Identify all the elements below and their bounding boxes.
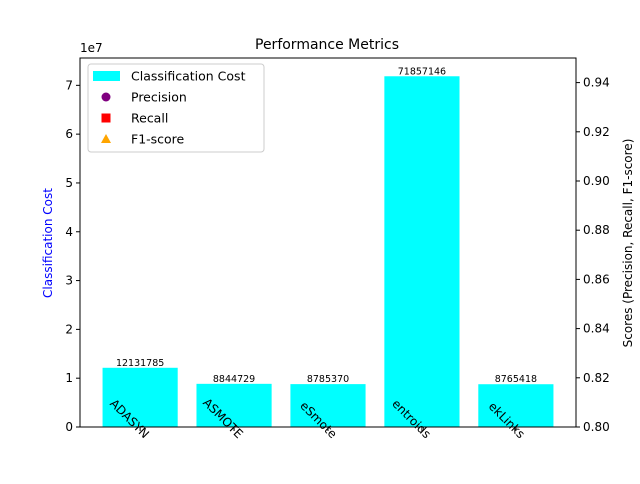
bars-layer xyxy=(102,76,554,428)
plot-frame xyxy=(79,57,577,428)
y-left-tick-label: 0 xyxy=(65,420,73,434)
y-left-ticks: 0 1 2 3 4 5 6 7 xyxy=(65,78,80,434)
y-right-tick-label: 0.90 xyxy=(583,174,610,188)
y-left-tick-label: 4 xyxy=(65,225,73,239)
y-right-tick-label: 0.88 xyxy=(583,223,610,237)
y-left-axis-label: Classification Cost xyxy=(41,188,55,298)
y-left-tick-label: 6 xyxy=(65,127,73,141)
legend-marker-triangle xyxy=(101,134,111,143)
y-left-tick-label: 7 xyxy=(65,78,73,92)
bar-value-label-4: 8765418 xyxy=(495,374,537,385)
y-right-tick-label: 0.94 xyxy=(583,76,610,90)
bar-1 xyxy=(196,383,272,427)
legend-entry-label: F1-score xyxy=(131,132,185,147)
bar-value-label-2: 8785370 xyxy=(307,374,349,385)
bar-2 xyxy=(290,384,366,427)
y-right-tick-label: 0.86 xyxy=(583,272,610,286)
bar-0 xyxy=(102,367,178,427)
legend-entry-label: Classification Cost xyxy=(131,69,246,84)
legend-entry-label: Recall xyxy=(131,111,168,126)
bar-labels-layer: 12131785 8844729 8785370 71857146 8765418 xyxy=(116,66,537,385)
y-left-tick-label: 1 xyxy=(65,371,73,385)
y-right-tick-label: 0.80 xyxy=(583,420,610,434)
chart-title: Performance Metrics xyxy=(255,37,399,53)
legend-box xyxy=(87,63,265,153)
y-right-tick-label: 0.92 xyxy=(583,125,610,139)
y-left-scale-note: 1e7 xyxy=(80,41,103,55)
bar-3 xyxy=(384,76,460,428)
legend-marker-square xyxy=(101,113,111,123)
y-left-tick-label: 3 xyxy=(65,274,73,288)
y-right-tick-label: 0.82 xyxy=(583,371,610,385)
y-right-tick-label: 0.84 xyxy=(583,322,610,336)
y-right-ticks: 0.80 0.82 0.84 0.86 0.88 0.90 0.92 0.94 xyxy=(576,76,610,434)
bar-4 xyxy=(478,384,554,427)
bar-value-label-0: 12131785 xyxy=(116,358,164,369)
bar-value-label-3: 71857146 xyxy=(398,66,446,77)
legend-entry-label: Precision xyxy=(131,90,187,105)
y-right-axis-label: Scores (Precision, Recall, F1-score) xyxy=(621,139,635,348)
y-left-tick-label: 2 xyxy=(65,322,73,336)
bar-value-label-1: 8844729 xyxy=(213,374,255,385)
legend-marker-circle xyxy=(101,92,111,102)
legend-swatch-bar xyxy=(93,71,120,81)
y-left-tick-label: 5 xyxy=(65,176,73,190)
legend: Classification Cost Precision Recall F1-sco… xyxy=(87,63,265,153)
